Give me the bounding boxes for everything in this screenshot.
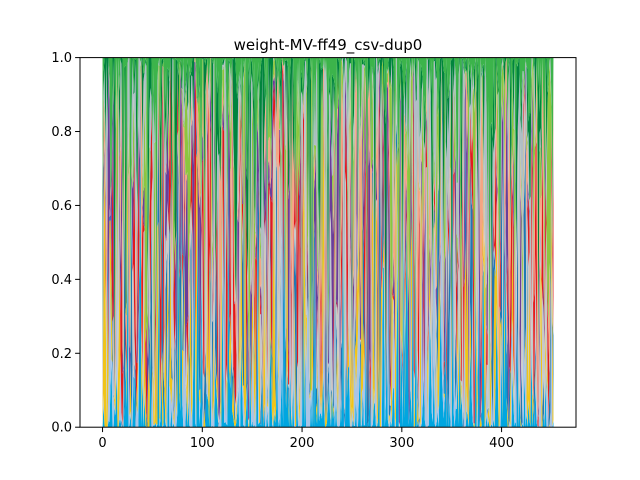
y-tick-label: 0.8	[51, 125, 72, 140]
y-tick-label: 0.6	[51, 199, 72, 214]
area-series-6	[102, 57, 554, 427]
area-series-11	[102, 57, 554, 418]
x-tick-label: 300	[389, 436, 414, 451]
area-series-7	[102, 57, 554, 425]
chart-title: weight-MV-ff49_csv-dup0	[234, 36, 423, 55]
y-tick-label: 1.0	[51, 51, 72, 66]
y-axis: 0.0 0.2 0.4 0.6 0.8 1.0	[51, 51, 80, 436]
x-tick-label: 100	[190, 436, 215, 451]
area-series-9	[102, 57, 554, 420]
y-tick-label: 0.4	[51, 273, 72, 288]
x-axis: 0 100 200 300 400	[98, 427, 514, 451]
area-series-1	[102, 103, 554, 428]
y-tick-label: 0.0	[51, 421, 72, 436]
x-tick-label: 400	[489, 436, 514, 451]
x-tick-label: 0	[98, 436, 106, 451]
area-series-10	[102, 57, 554, 419]
x-tick-label: 200	[290, 436, 315, 451]
y-tick-label: 0.2	[51, 347, 72, 362]
plot-frame	[79, 57, 577, 428]
area-series-4	[102, 60, 554, 428]
plot-area	[102, 57, 554, 428]
area-series-12	[102, 57, 554, 418]
